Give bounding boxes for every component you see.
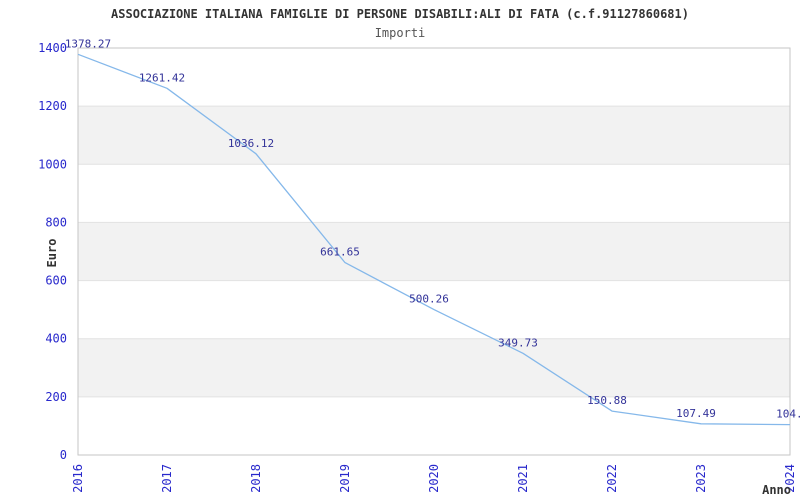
data-line-group — [77, 53, 791, 426]
x-tick-label: 2017 — [160, 464, 174, 493]
data-line — [77, 53, 791, 426]
data-point-label: 500.26 — [409, 293, 449, 306]
y-tick-label: 800 — [45, 215, 67, 229]
x-tick-label: 2018 — [249, 464, 263, 493]
y-tick-label: 1000 — [38, 157, 67, 171]
plot-bands — [78, 106, 790, 397]
y-tick-label: 1200 — [38, 99, 67, 113]
y-tick-label: 200 — [45, 390, 67, 404]
x-tick-label: 2016 — [71, 464, 85, 493]
x-axis-title: Anno — [762, 483, 791, 497]
chart-subtitle: Importi — [375, 26, 426, 40]
band-row — [78, 222, 790, 281]
x-tick-label: 2024 — [783, 464, 797, 493]
x-tick-label: 2021 — [516, 464, 530, 493]
data-point-label: 150.88 — [587, 394, 627, 407]
band-row — [78, 338, 790, 397]
data-point-label: 349.73 — [498, 336, 538, 349]
data-point-label: 1036.12 — [228, 137, 274, 150]
data-point-label: 104.43 — [776, 408, 800, 421]
x-tick-label: 2022 — [605, 464, 619, 493]
data-point-label: 661.65 — [320, 246, 360, 259]
plot-frame — [77, 47, 791, 456]
y-tick-label: 0 — [60, 448, 67, 462]
chart-title: ASSOCIAZIONE ITALIANA FAMIGLIE DI PERSON… — [111, 7, 689, 21]
plot-border — [77, 47, 791, 456]
x-tick-label: 2023 — [694, 464, 708, 493]
y-tick-label: 1400 — [38, 41, 67, 55]
data-point-label: 1378.27 — [65, 37, 111, 50]
y-axis-title: Euro — [45, 239, 59, 268]
band-row — [78, 106, 790, 165]
y-tick-label: 400 — [45, 332, 67, 346]
data-point-labels: 1378.27 1261.42 1036.12 661.65 500.26 349.73 1… — [65, 37, 800, 420]
x-axis-tick-labels: 2016 2017 2018 2019 2020 2021 2022 2023 2024 — [71, 464, 797, 493]
y-axis-tick-labels: 0 200 400 600 800 1000 1200 1400 — [38, 41, 67, 462]
y-tick-label: 600 — [45, 274, 67, 288]
data-point-label: 107.49 — [676, 407, 716, 420]
gridlines — [78, 47, 790, 456]
x-tick-label: 2020 — [427, 464, 441, 493]
data-point-label: 1261.42 — [139, 71, 185, 84]
x-tick-label: 2019 — [338, 464, 352, 493]
